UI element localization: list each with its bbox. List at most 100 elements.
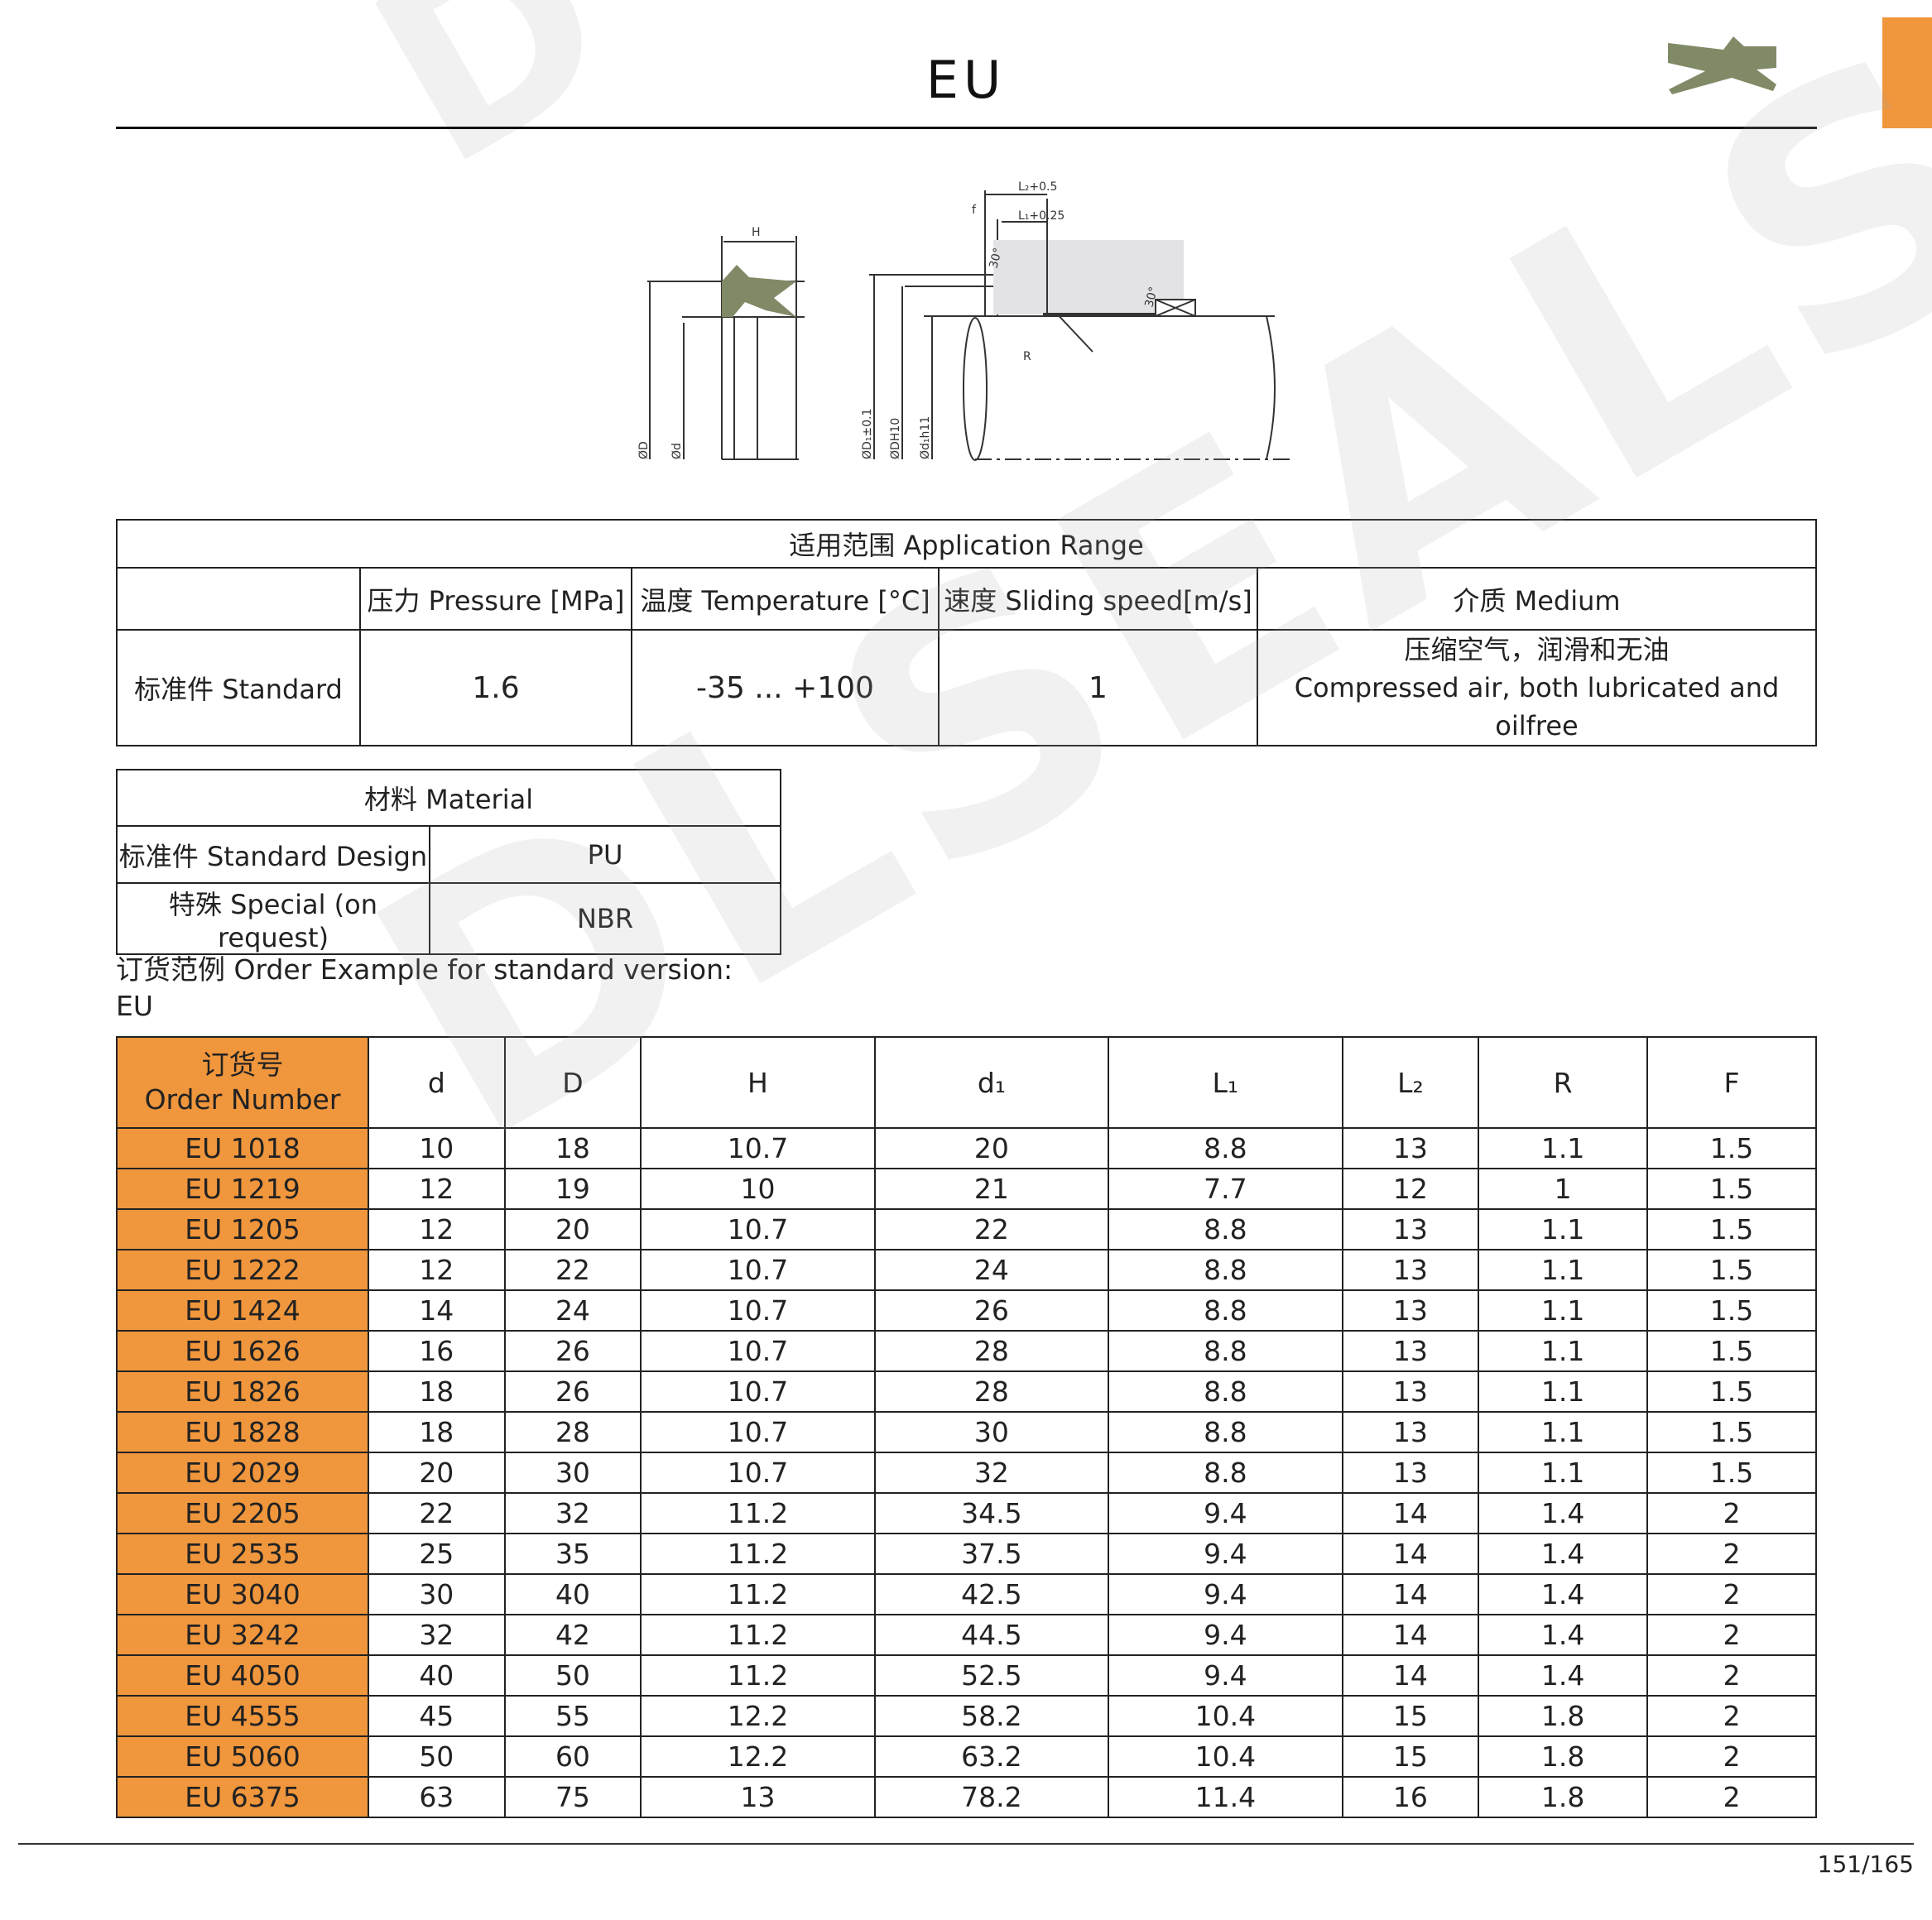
material-value: PU [429,825,781,884]
standard-label: 标准件 Standard [116,629,361,746]
value-cell: 12 [368,1208,506,1250]
value-cell: 9.4 [1108,1533,1343,1575]
header-pressure: 压力 Pressure [MPa] [359,567,632,631]
value-cell: 10.4 [1108,1695,1343,1737]
medium-en: Compressed air, both lubricated and oilf… [1294,672,1780,742]
value-cell: 2 [1646,1776,1817,1818]
value-cell: 20 [368,1452,506,1494]
table-row: EU 1018 10 18 10.7 20 8.8 13 1.1 1.5 [116,1127,1817,1169]
table-row: EU 1219 12 19 10 21 7.7 12 1 1.5 [116,1168,1817,1210]
value-cell: 2 [1646,1492,1817,1534]
value-cell: 12 [368,1249,506,1291]
value-cell: 24 [873,1249,1110,1291]
header-order-cn: 订货号 [201,1049,284,1081]
value-cell: 1.1 [1478,1208,1649,1250]
value-cell: 28 [873,1370,1110,1413]
table-row: EU 2205 22 32 11.2 34.5 9.4 14 1.4 2 [116,1492,1817,1534]
header-col: d₁ [873,1036,1110,1129]
value-cell: 1.8 [1478,1735,1649,1778]
value-cell: 1.5 [1646,1249,1817,1291]
value-cell: 13 [1341,1452,1480,1494]
application-range-table: 适用范围 Application Range 压力 Pressure [MPa]… [116,519,1817,746]
value-cell: 13 [1341,1127,1480,1169]
value-cell: 15 [1341,1735,1480,1778]
order-number-cell: EU 1828 [116,1411,369,1453]
label-id: Ød [670,443,684,459]
value-cell: 1 [1478,1168,1649,1210]
value-cell: 1.4 [1478,1573,1649,1615]
table-row: EU 4050 40 50 11.2 52.5 9.4 14 1.4 2 [116,1654,1817,1697]
value-cell: 11.4 [1108,1776,1343,1818]
value-cell: 2 [1646,1533,1817,1575]
value-cell: 30 [873,1411,1110,1453]
label-f: f [972,204,977,217]
value-cell: 13 [1341,1370,1480,1413]
value-cell: 9.4 [1108,1614,1343,1656]
value-cell: 10.7 [640,1289,876,1332]
value-cell: 2 [1646,1735,1817,1778]
header-medium: 介质 Medium [1257,567,1817,631]
value-cell: 25 [368,1533,506,1575]
application-title: 适用范围 Application Range [116,519,1817,569]
value-cell: 14 [368,1289,506,1332]
table-row: EU 1826 18 26 10.7 28 8.8 13 1.1 1.5 [116,1370,1817,1413]
page-title: EU [925,50,1007,110]
order-number-cell: EU 2205 [116,1492,369,1534]
header-col: L₂ [1341,1036,1480,1129]
value-cell: 18 [368,1411,506,1453]
value-cell: 50 [503,1654,642,1697]
footer-divider [18,1843,1914,1845]
header-speed: 速度 Sliding speed[m/s] [938,567,1258,631]
label-d1h11: Ød₁h11 [919,416,932,459]
value-cell: 78.2 [873,1776,1110,1818]
value-cell: 1.1 [1478,1452,1649,1494]
value-cell: 20 [873,1127,1110,1169]
value-cell: 1.1 [1478,1289,1649,1332]
value-cell: 35 [503,1533,642,1575]
value-cell: 9.4 [1108,1654,1343,1697]
table-row: EU 5060 50 60 12.2 63.2 10.4 15 1.8 2 [116,1735,1817,1778]
value-cell: 32 [503,1492,642,1534]
table-row: EU 3242 32 42 11.2 44.5 9.4 14 1.4 2 [116,1614,1817,1656]
value-cell: 40 [503,1573,642,1615]
value-cell: 12.2 [640,1695,876,1737]
value-cell: 14 [1341,1492,1480,1534]
value-cell: 1.5 [1646,1127,1817,1169]
value-cell: 1.5 [1646,1370,1817,1413]
material-value: NBR [429,882,781,955]
value-cell: 1.4 [1478,1654,1649,1697]
value-cell: 32 [873,1452,1110,1494]
value-cell: 11.2 [640,1573,876,1615]
label-angle2: 30° [1142,286,1161,309]
value-cell: 12 [368,1168,506,1210]
label-angle1: 30° [987,247,1005,270]
value-cell: 1.1 [1478,1411,1649,1453]
header-temperature: 温度 Temperature [°C] [631,567,940,631]
table-row: EU 1626 16 26 10.7 28 8.8 13 1.1 1.5 [116,1330,1817,1372]
order-number-cell: EU 3040 [116,1573,369,1615]
value-cell: 1.8 [1478,1695,1649,1737]
value-cell: 8.8 [1108,1127,1343,1169]
value-cell: 10.7 [640,1208,876,1250]
header-col: H [640,1036,876,1129]
value-cell: 8.8 [1108,1289,1343,1332]
value-cell: 1.1 [1478,1127,1649,1169]
order-example-code: EU [116,990,154,1022]
value-cell: 75 [503,1776,642,1818]
value-cell: 9.4 [1108,1492,1343,1534]
value-cell: 52.5 [873,1654,1110,1697]
value-cell: 58.2 [873,1695,1110,1737]
table-row: EU 2535 25 35 11.2 37.5 9.4 14 1.4 2 [116,1533,1817,1575]
value-cell: 10.7 [640,1330,876,1372]
value-cell: 63 [368,1776,506,1818]
value-cell: 10.7 [640,1411,876,1453]
value-cell: 55 [503,1695,642,1737]
value-cell: 45 [368,1695,506,1737]
value-cell: 2 [1646,1573,1817,1615]
value-cell: 22 [368,1492,506,1534]
temperature-value: -35 ... +100 [631,629,940,746]
dimensions-table: 订货号 Order Number d D H d₁ L₁ L₂ R F EU 1… [116,1036,1817,1818]
value-cell: 9.4 [1108,1573,1343,1615]
value-cell: 22 [873,1208,1110,1250]
header-col: d [368,1036,506,1129]
